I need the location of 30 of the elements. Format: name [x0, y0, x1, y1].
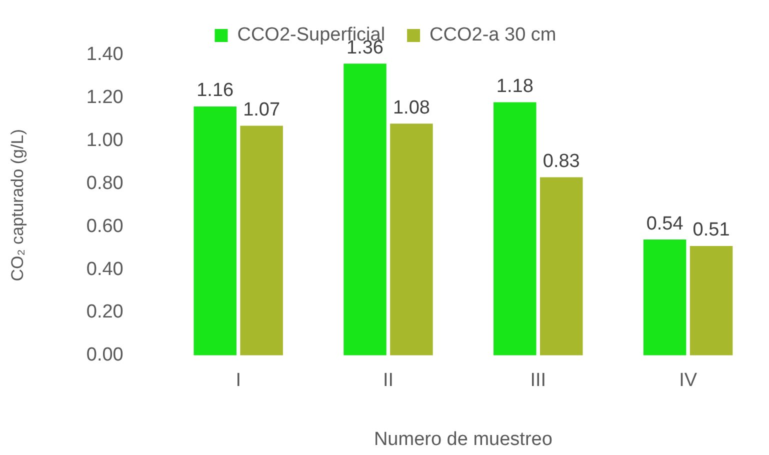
y-tick-label: 0.20 [86, 302, 124, 323]
bar [540, 177, 583, 356]
data-label: 0.54 [646, 213, 684, 234]
bar [390, 124, 433, 356]
bar [344, 64, 386, 356]
data-label: 1.08 [392, 97, 430, 118]
bar [643, 240, 686, 356]
y-tick-label: 0.40 [86, 258, 124, 280]
bar [494, 102, 536, 356]
x-axis-title: Numero de muestreo [374, 428, 552, 450]
legend-label: CCO2-a 30 cm [430, 24, 556, 46]
y-tick-label: 0.80 [86, 172, 124, 194]
y-axis-title: CO₂ capturado (g/L) [8, 129, 27, 282]
y-tick-label: 0.60 [86, 216, 124, 237]
x-tick-label: IV [679, 370, 698, 392]
x-tick-label: II [382, 370, 394, 392]
y-tick-label: 1.00 [86, 130, 124, 152]
bar [240, 126, 283, 356]
y-tick-label: 1.40 [86, 44, 124, 66]
data-label: 1.18 [496, 76, 534, 97]
y-tick-label: 0.00 [86, 344, 124, 366]
data-label: 0.83 [542, 151, 580, 172]
bar [194, 106, 236, 356]
data-label: 1.16 [196, 80, 234, 102]
data-label: 0.51 [692, 220, 730, 241]
bar [690, 246, 733, 356]
x-tick-label: III [530, 370, 546, 392]
y-tick-label: 1.20 [86, 87, 124, 108]
data-label: 1.07 [243, 100, 280, 121]
x-tick-label: I [236, 370, 241, 392]
